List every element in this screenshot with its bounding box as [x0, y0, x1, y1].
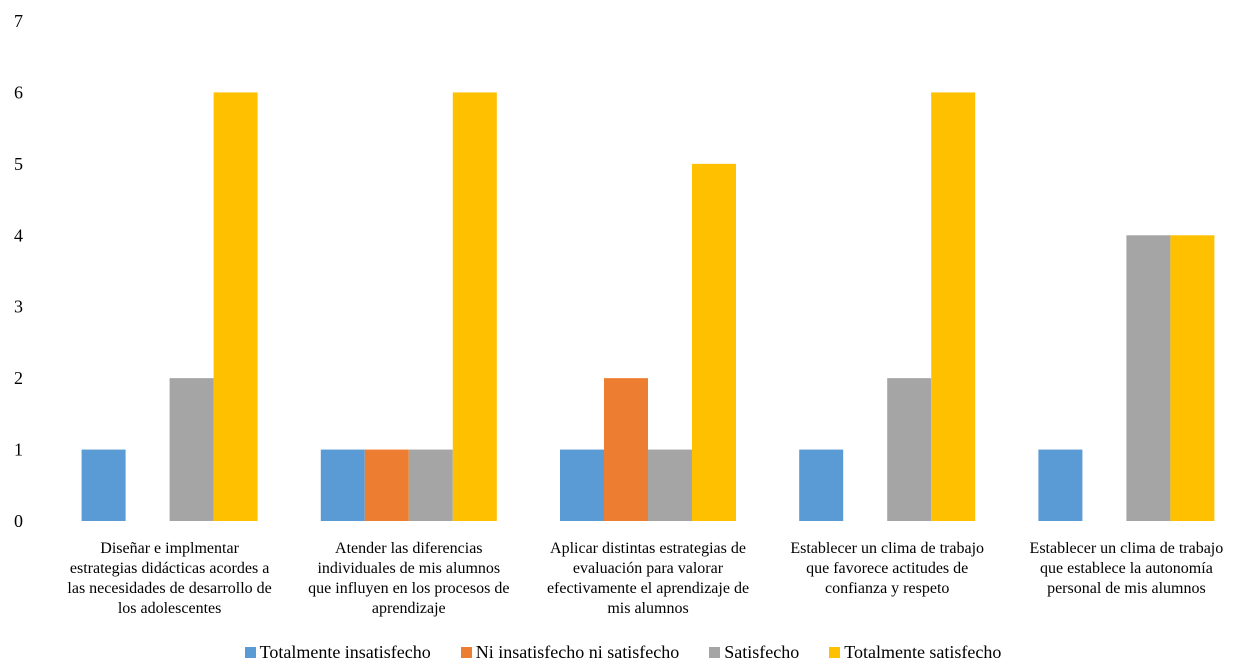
legend-item: Totalmente insatisfecho	[244, 642, 431, 663]
y-tick-label: 0	[14, 511, 23, 531]
bar-totalmente-insatisfecho	[1038, 449, 1083, 521]
y-tick-label: 5	[14, 154, 23, 174]
x-category-label: Diseñar e implmentar estrategias didáctic…	[67, 540, 271, 617]
y-tick-label: 2	[14, 368, 23, 388]
x-category-label: Establecer un clima de trabajo que establ…	[1030, 540, 1224, 597]
x-category-label: Establecer un clima de trabajo que favore…	[790, 540, 984, 597]
bar-totalmente-insatisfecho	[799, 449, 844, 521]
y-tick-label: 1	[14, 440, 23, 460]
legend-label: Satisfecho	[724, 642, 800, 662]
bar-totalmente-insatisfecho	[560, 449, 604, 521]
y-tick-label: 6	[14, 82, 23, 102]
bar-satisfecho	[887, 378, 932, 521]
bar-satisfecho	[408, 449, 453, 521]
bar-chart: 0 1 2 3 4 5 6 7 Diseñar e implmentar estrategias …	[14, 11, 1224, 617]
bar-satisfecho	[1126, 235, 1171, 522]
bar-totalmente-satisfecho	[1170, 235, 1215, 522]
y-tick-label: 4	[14, 225, 23, 245]
bar-totalmente-satisfecho	[692, 163, 736, 521]
bar-totalmente-insatisfecho	[81, 449, 126, 521]
bar-satisfecho	[648, 449, 692, 521]
legend-label: Ni insatisfecho ni satisfecho	[475, 642, 680, 662]
bar-totalmente-insatisfecho	[320, 449, 365, 521]
legend-swatch	[709, 647, 721, 658]
bar-totalmente-satisfecho	[931, 92, 976, 521]
bar-ni-insatisfecho-ni-satisfecho	[364, 449, 409, 521]
y-tick-label: 7	[14, 11, 23, 31]
bar-ni-insatisfecho-ni-satisfecho	[604, 378, 648, 521]
chart-legend: Totalmente insatisfecho Ni insatisfecho n…	[0, 642, 1246, 663]
legend-item: Satisfecho	[709, 642, 799, 663]
bar-totalmente-satisfecho	[213, 92, 258, 521]
bar-totalmente-satisfecho	[452, 92, 497, 521]
legend-item: Ni insatisfecho ni satisfecho	[460, 642, 680, 663]
legend-swatch	[460, 647, 472, 658]
legend-swatch	[829, 647, 841, 658]
x-category-label: Atender las diferencias individuales de m…	[308, 540, 509, 617]
legend-label: Totalmente insatisfecho	[259, 642, 431, 662]
bar-satisfecho	[169, 378, 214, 521]
y-tick-label: 3	[14, 297, 23, 317]
legend-label: Totalmente satisfecho	[844, 642, 1002, 662]
legend-swatch	[244, 647, 256, 658]
legend-item: Totalmente satisfecho	[829, 642, 1001, 663]
x-category-label: Aplicar distintas estrategias de evaluaci…	[547, 540, 749, 617]
